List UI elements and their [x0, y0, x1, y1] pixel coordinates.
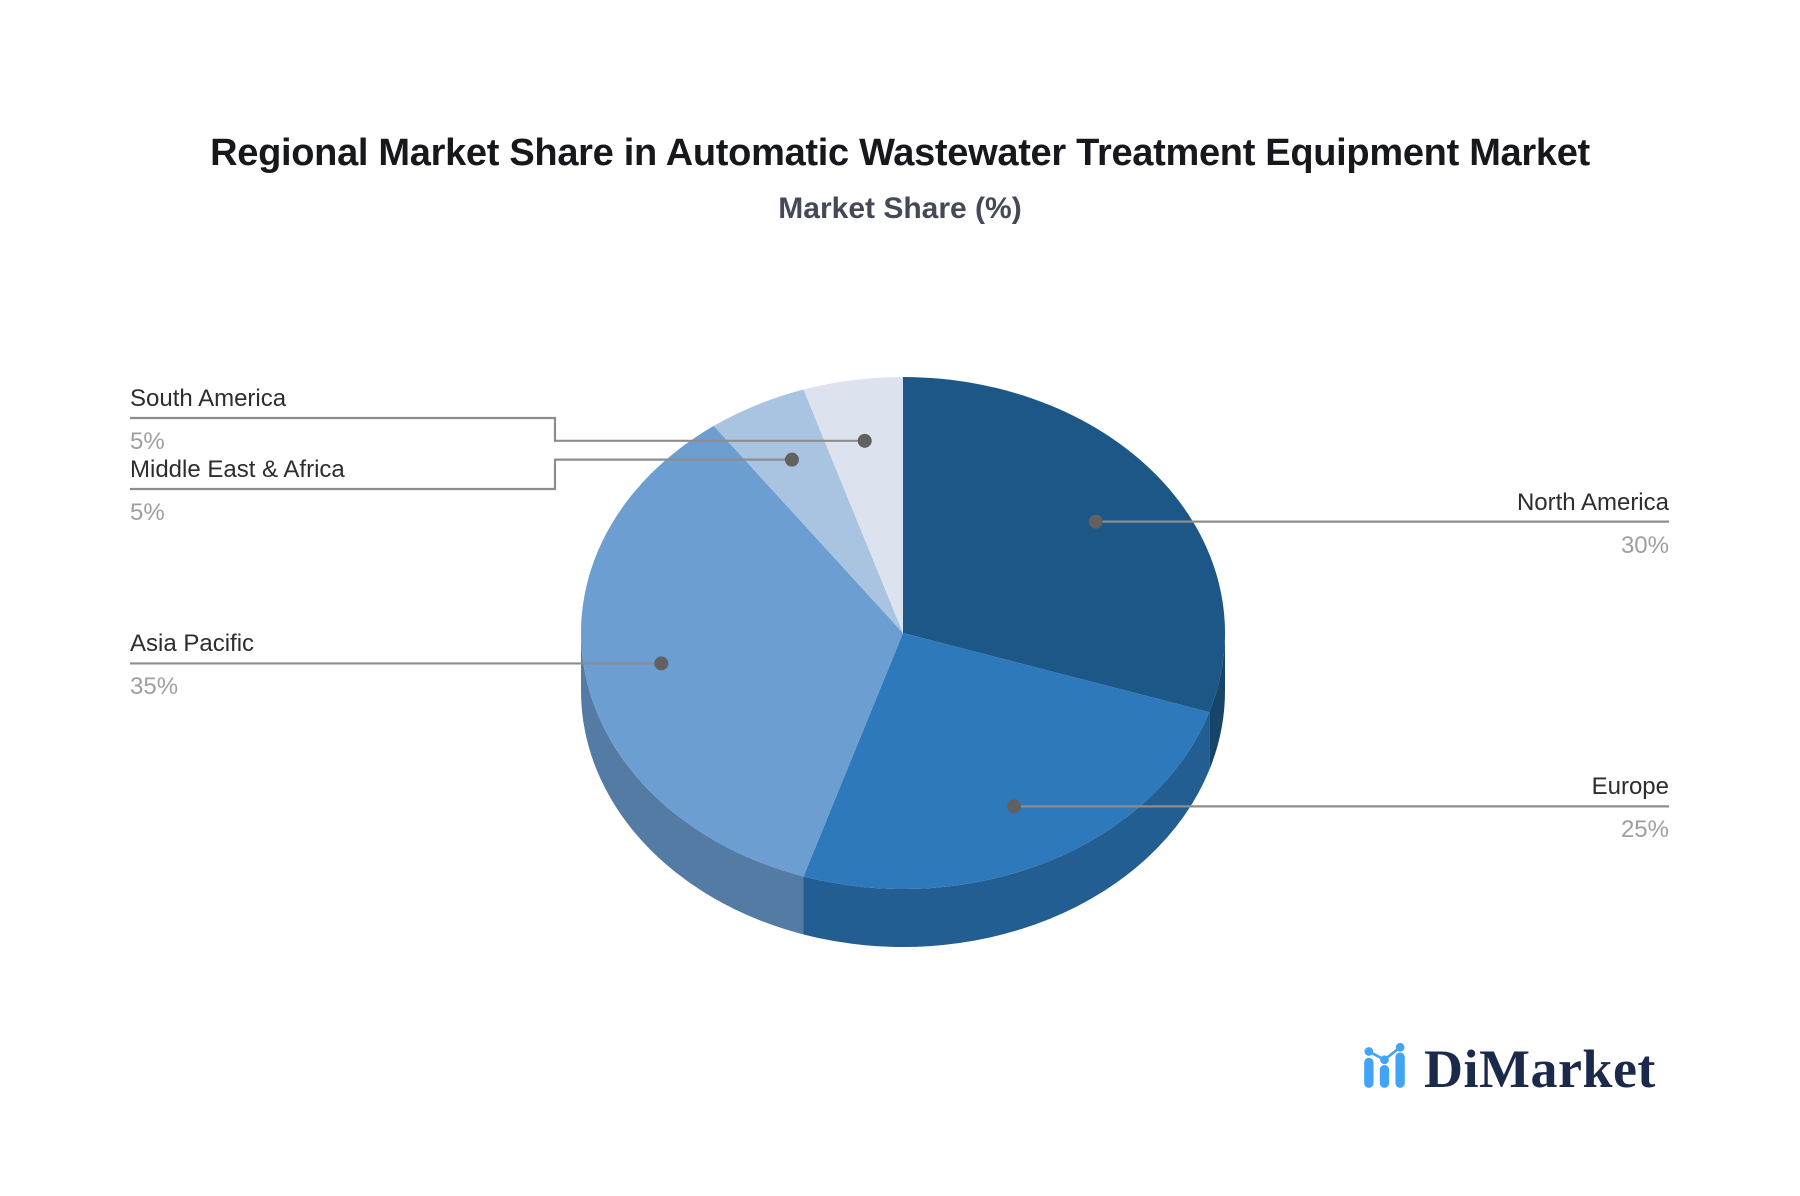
pie-slice-wall-1	[803, 712, 1210, 947]
label-north-america: North America	[1516, 489, 1669, 516]
connector-line-4	[130, 416, 865, 442]
label-middle-east-africa: Middle East & Africa	[130, 456, 345, 483]
pie-3d-walls	[581, 633, 1225, 947]
pie-slice-asia-pacific[interactable]	[581, 425, 903, 877]
value-middle-east-africa: 5%	[130, 499, 165, 526]
pie-slice-north-america[interactable]	[903, 377, 1225, 713]
label-connector-dots	[654, 433, 1103, 814]
chart-title: Regional Market Share in Automatic Waste…	[210, 132, 1590, 174]
connector-dot-2	[654, 656, 669, 671]
label-europe: Europe	[1591, 773, 1669, 800]
pie-slice-wall-2	[581, 633, 804, 935]
label-asia-pacific: Asia Pacific	[130, 630, 255, 657]
connector-dot-3	[784, 452, 799, 467]
connector-dot-0	[1088, 514, 1103, 529]
connector-line-3	[130, 458, 792, 491]
value-south-america: 5%	[130, 428, 165, 455]
connector-dot-4	[857, 433, 872, 448]
pie-slice-wall-0	[1209, 633, 1225, 771]
value-north-america: 30%	[1620, 532, 1669, 559]
logo-text: DiMarket	[1424, 1039, 1656, 1099]
bar-line-chart-icon	[1364, 1042, 1405, 1088]
value-europe: 25%	[1620, 816, 1669, 843]
dimarket-logo[interactable]: DiMarket	[1360, 1040, 1656, 1096]
logo-icon-shapes	[1364, 1042, 1405, 1088]
pie-slice-middle-east-africa[interactable]	[713, 389, 903, 633]
chart-subtitle: Market Share (%)	[778, 192, 1022, 225]
pie-slice-europe[interactable]	[803, 633, 1210, 889]
pie-slices	[581, 377, 1225, 889]
label-connector-lines	[130, 416, 1669, 808]
label-south-america: South America	[130, 385, 287, 412]
connector-dot-1	[1007, 799, 1022, 814]
value-asia-pacific: 35%	[130, 673, 179, 700]
